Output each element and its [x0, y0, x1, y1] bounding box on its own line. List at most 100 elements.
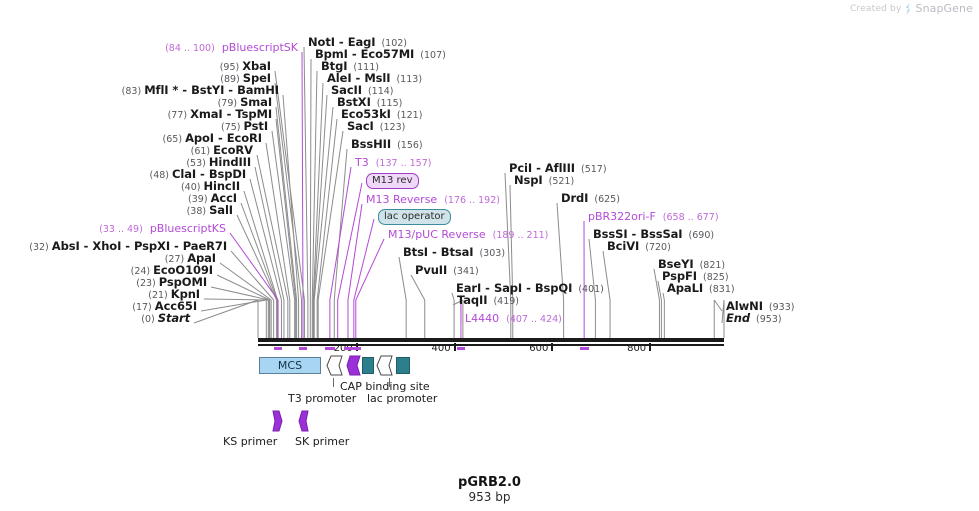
- restriction-site-label[interactable]: TaqII (419): [457, 294, 519, 307]
- enzyme-name: AccI: [210, 191, 238, 205]
- m13-rev-badge[interactable]: M13 rev: [366, 173, 419, 189]
- feature-label[interactable]: T3 (137 .. 157): [355, 157, 431, 169]
- primer-arrow-icon[interactable]: [346, 355, 361, 376]
- feature-name: pBluescriptSK: [221, 41, 298, 54]
- restriction-site-label[interactable]: SacI (123): [347, 120, 405, 133]
- feature-label[interactable]: M13 Reverse (176 .. 192): [366, 194, 500, 206]
- restriction-site-label[interactable]: (40) HincII: [0, 180, 240, 193]
- restriction-site-label[interactable]: (89) SpeI: [0, 72, 271, 85]
- restriction-site-label[interactable]: PspFI (825): [662, 270, 729, 283]
- restriction-site-label[interactable]: SacII (114): [331, 84, 394, 97]
- promoter-arrow-icon[interactable]: [376, 355, 393, 376]
- restriction-site-label[interactable]: (23) PspOMI: [0, 276, 207, 289]
- site-position: (48): [149, 170, 173, 181]
- restriction-site-label[interactable]: AlwNI (933): [726, 299, 794, 313]
- leader-line: [337, 182, 363, 301]
- restriction-site-label[interactable]: BseYI (821): [658, 258, 725, 271]
- restriction-site-label[interactable]: (21) KpnI: [0, 288, 200, 301]
- restriction-site-label[interactable]: (0) Start: [0, 312, 190, 325]
- feature-label[interactable]: L4440 (407 .. 424): [465, 313, 562, 325]
- primer-glyph-icon[interactable]: [298, 410, 309, 432]
- feature-label[interactable]: (33 .. 49) pBluescriptKS: [0, 223, 226, 235]
- restriction-site-label[interactable]: BtsI - BtsaI (303): [403, 246, 506, 259]
- site-position: (27): [164, 254, 188, 265]
- leader-line: [193, 299, 259, 324]
- mcs-feature-label: MCS: [277, 359, 303, 372]
- restriction-site-label[interactable]: (27) ApaI: [0, 252, 216, 265]
- mcs-feature-box[interactable]: [259, 357, 321, 374]
- restriction-site-label[interactable]: EarI - SapI - BspQI (401): [456, 281, 604, 295]
- restriction-site-label[interactable]: (24) EcoO109I: [0, 264, 213, 277]
- leader-lines: [193, 46, 725, 338]
- leader-line: [311, 70, 318, 301]
- leader-line: [249, 178, 282, 301]
- site-position: (303): [473, 248, 506, 259]
- enzyme-name: AlwNI: [726, 299, 763, 313]
- restriction-site-label[interactable]: DrdI (625): [561, 192, 620, 205]
- feature-label[interactable]: M13/pUC Reverse (189 .. 211): [388, 229, 548, 241]
- enzyme-name: NspI: [514, 173, 543, 187]
- site-position: (121): [390, 110, 423, 121]
- name-separator: -: [79, 239, 93, 253]
- restriction-site-label[interactable]: (61) EcoRV: [0, 144, 253, 157]
- restriction-site-label[interactable]: (77) XmaI - TspMI: [0, 108, 273, 121]
- restriction-site-label[interactable]: (75) PstI: [0, 120, 268, 133]
- enzyme-name: EarI: [456, 281, 482, 295]
- ruler-tick-label: 400: [431, 343, 451, 354]
- restriction-site-label[interactable]: (95) XbaI: [0, 60, 271, 73]
- leader-line: [271, 130, 296, 301]
- leader-line: [653, 268, 660, 301]
- restriction-site-label[interactable]: BciVI (720): [607, 240, 671, 253]
- restriction-site-label[interactable]: (48) ClaI - BspDI: [0, 168, 246, 181]
- site-position: (61): [190, 146, 214, 157]
- ruler-bar-bottom: [258, 344, 724, 346]
- enzyme-name: MslI: [364, 71, 391, 85]
- restriction-site-label[interactable]: BssHII (156): [351, 138, 423, 151]
- leader-line: [243, 190, 279, 301]
- site-position: (690): [682, 230, 715, 241]
- promoter-arrow-icon[interactable]: [326, 355, 343, 376]
- restriction-site-label[interactable]: PvuII (341): [415, 264, 479, 277]
- feature-badge[interactable]: M13 rev: [366, 173, 419, 189]
- name-separator: -: [178, 83, 192, 97]
- enzyme-name: XhoI: [92, 239, 122, 253]
- enzyme-name: BspQI: [534, 281, 573, 295]
- restriction-site-label[interactable]: (17) Acc65I: [0, 300, 197, 313]
- feature-box-teal[interactable]: [362, 357, 374, 374]
- restriction-site-label[interactable]: AleI - MslI (113): [327, 71, 422, 85]
- leader-line: [313, 94, 328, 301]
- restriction-site-label[interactable]: (32) AbsI - XhoI - PspXI - PaeR7I: [0, 239, 227, 253]
- snapgene-logo-icon: [906, 2, 911, 15]
- site-position: (114): [361, 86, 394, 97]
- feature-box-teal[interactable]: [396, 357, 410, 374]
- restriction-site-label[interactable]: NotI - EagI (102): [308, 36, 407, 49]
- restriction-site-label[interactable]: Eco53kI (121): [341, 108, 423, 121]
- caption-tick: [333, 378, 334, 387]
- name-separator: -: [347, 47, 361, 61]
- restriction-site-label[interactable]: (83) MflI * - BstYI - BamHI: [0, 83, 279, 97]
- restriction-site-label[interactable]: (38) SalI: [0, 204, 234, 217]
- restriction-site-label[interactable]: BtgI (111): [321, 60, 379, 73]
- name-separator: -: [532, 161, 545, 175]
- restriction-site-label[interactable]: (53) HindIII: [0, 156, 251, 169]
- restriction-site-label[interactable]: PciI - AflIII (517): [509, 161, 607, 175]
- name-separator: -: [522, 281, 535, 295]
- feature-label[interactable]: (84 .. 100) pBluescriptSK: [0, 42, 298, 54]
- feature-text: M13 Reverse (176 .. 192): [366, 193, 500, 206]
- primer-glyph-icon[interactable]: [272, 410, 283, 432]
- restriction-site-label[interactable]: (65) ApoI - EcoRI: [0, 132, 263, 145]
- restriction-site-label[interactable]: BstXI (115): [337, 96, 402, 109]
- restriction-site-label[interactable]: NspI (521): [514, 173, 574, 187]
- lac-operator-badge[interactable]: lac operator: [378, 209, 451, 225]
- feature-range-bar: [344, 347, 353, 350]
- feature-caption: CAP binding site: [340, 380, 430, 393]
- feature-label[interactable]: pBR322ori-F (658 .. 677): [588, 211, 719, 223]
- restriction-site-label[interactable]: ApaLI (831): [667, 282, 735, 295]
- feature-badge[interactable]: lac operator: [378, 209, 451, 225]
- restriction-site-label[interactable]: (79) SmaI: [0, 96, 273, 109]
- restriction-site-label[interactable]: BssSI - BssSaI (690): [593, 228, 715, 241]
- restriction-site-label[interactable]: BpmI - Eco57MI (107): [315, 47, 446, 61]
- restriction-site-label[interactable]: (39) AccI: [0, 191, 238, 205]
- leader-line: [309, 58, 312, 301]
- restriction-site-label[interactable]: End (953): [726, 312, 782, 325]
